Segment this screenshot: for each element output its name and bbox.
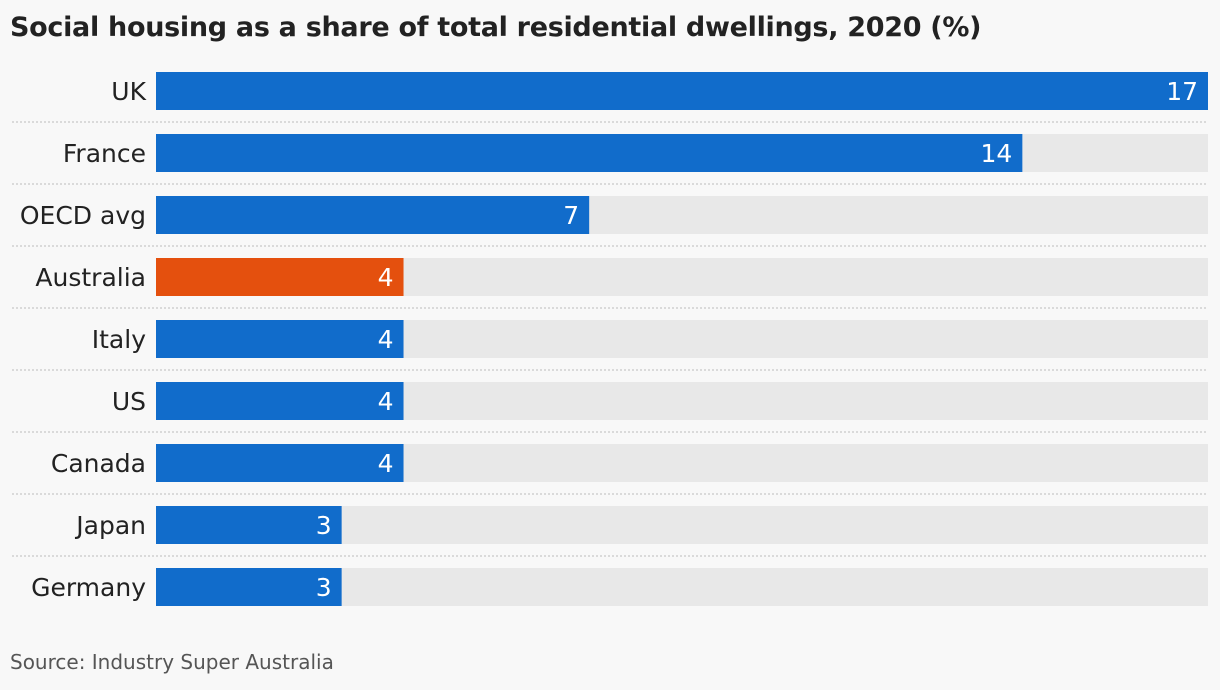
value-label-us: 4	[378, 387, 394, 416]
bar-uk	[156, 72, 1208, 110]
value-label-italy: 4	[378, 325, 394, 354]
bar-australia	[156, 258, 404, 296]
category-label-italy: Italy	[92, 325, 146, 354]
value-label-canada: 4	[378, 449, 394, 478]
category-label-france: France	[63, 139, 146, 168]
bar-oecd-avg	[156, 196, 590, 234]
value-label-uk: 17	[1166, 77, 1198, 106]
bar-germany	[156, 568, 342, 606]
category-label-uk: UK	[111, 77, 146, 106]
category-label-japan: Japan	[74, 511, 146, 540]
bar-chart: UK 17 France 14 OECD avg 7 Australia 4 Italy 4 US 4…	[12, 72, 1208, 606]
category-label-germany: Germany	[31, 573, 146, 602]
bar-italy	[156, 320, 404, 358]
chart-title: Social housing as a share of total resid…	[10, 12, 982, 43]
value-label-australia: 4	[378, 263, 394, 292]
bar-france	[156, 134, 1023, 172]
category-label-canada: Canada	[51, 449, 146, 478]
category-label-oecd-avg: OECD avg	[20, 201, 146, 230]
bar-japan	[156, 506, 342, 544]
source-note: Source: Industry Super Australia	[10, 650, 334, 674]
value-label-france: 14	[981, 139, 1013, 168]
bar-canada	[156, 444, 404, 482]
value-label-oecd-avg: 7	[563, 201, 579, 230]
category-label-us: US	[112, 387, 146, 416]
value-label-japan: 3	[316, 511, 332, 540]
value-label-germany: 3	[316, 573, 332, 602]
bar-us	[156, 382, 404, 420]
category-label-australia: Australia	[35, 263, 146, 292]
